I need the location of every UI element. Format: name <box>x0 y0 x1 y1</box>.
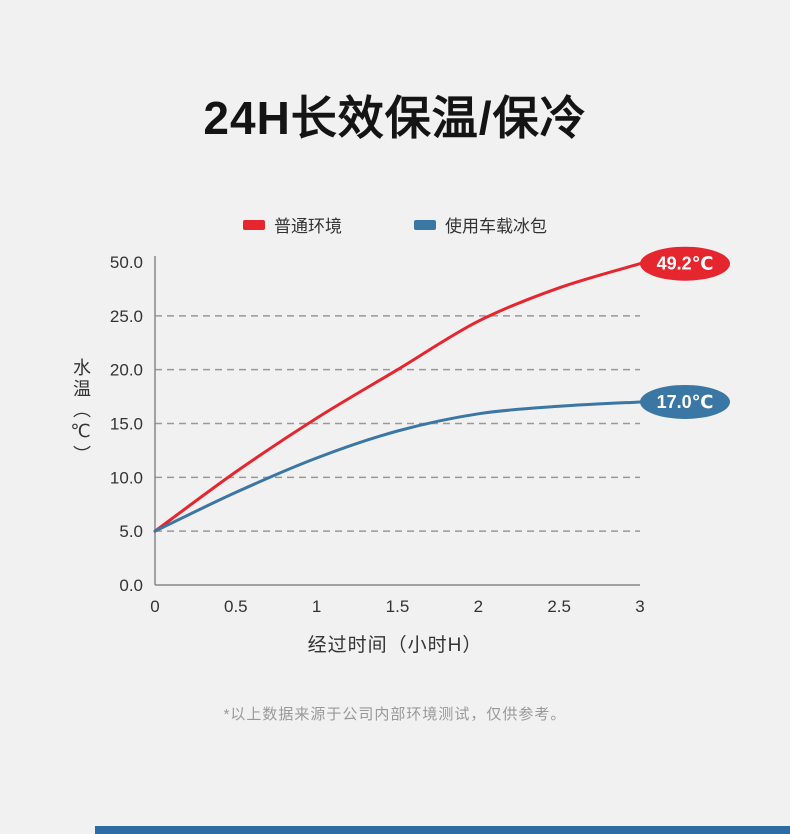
y-tick-label: 10.0 <box>110 468 143 487</box>
x-tick-label: 1 <box>312 597 321 616</box>
end-label-badge-0 <box>640 246 730 281</box>
end-label-text-0: 49.2℃ <box>657 254 714 274</box>
legend-label: 普通环境 <box>274 217 342 236</box>
y-tick-label: 15.0 <box>110 415 143 434</box>
y-tick-label: 20.0 <box>110 361 143 380</box>
legend-swatch-icon <box>243 219 265 230</box>
x-tick-label: 3 <box>635 597 644 616</box>
legend-item-1: 使用车载冰包 <box>414 212 547 237</box>
y-axis-label: 水温（℃） <box>71 358 91 466</box>
x-tick-label: 2.5 <box>547 597 571 616</box>
page-title: 24H长效保温/保冷 <box>203 92 587 144</box>
x-tick-label: 1.5 <box>386 597 410 616</box>
x-tick-label: 2 <box>474 597 483 616</box>
y-tick-label: 25.0 <box>110 307 143 326</box>
legend-label: 使用车载冰包 <box>445 217 547 236</box>
x-tick-label: 0 <box>150 597 159 616</box>
x-axis-label: 经过时间（小时H） <box>307 635 483 656</box>
chart-svg: 0.0 5.0 10.0 15.0 20.0 25.0 50.0 0 0.5 1 1.5 2 2.5 3 4… <box>110 246 730 616</box>
legend-item-0: 普通环境 <box>243 212 342 237</box>
end-label-text-1: 17.0℃ <box>657 392 714 412</box>
chart-legend: 普通环境 使用车载冰包 <box>0 212 790 237</box>
y-tick-label: 5.0 <box>119 522 143 541</box>
y-tick-label: 50.0 <box>110 253 143 272</box>
legend-swatch-icon <box>414 219 436 230</box>
footnote: *以上数据来源于公司内部环境测试，仅供参考。 <box>223 706 567 723</box>
x-tick-label: 0.5 <box>224 597 248 616</box>
bottom-accent-bar <box>95 826 790 834</box>
end-label-badge-1 <box>640 384 730 419</box>
y-tick-label: 0.0 <box>119 576 143 595</box>
series-line-1 <box>153 400 642 533</box>
series-line-0 <box>153 262 642 533</box>
